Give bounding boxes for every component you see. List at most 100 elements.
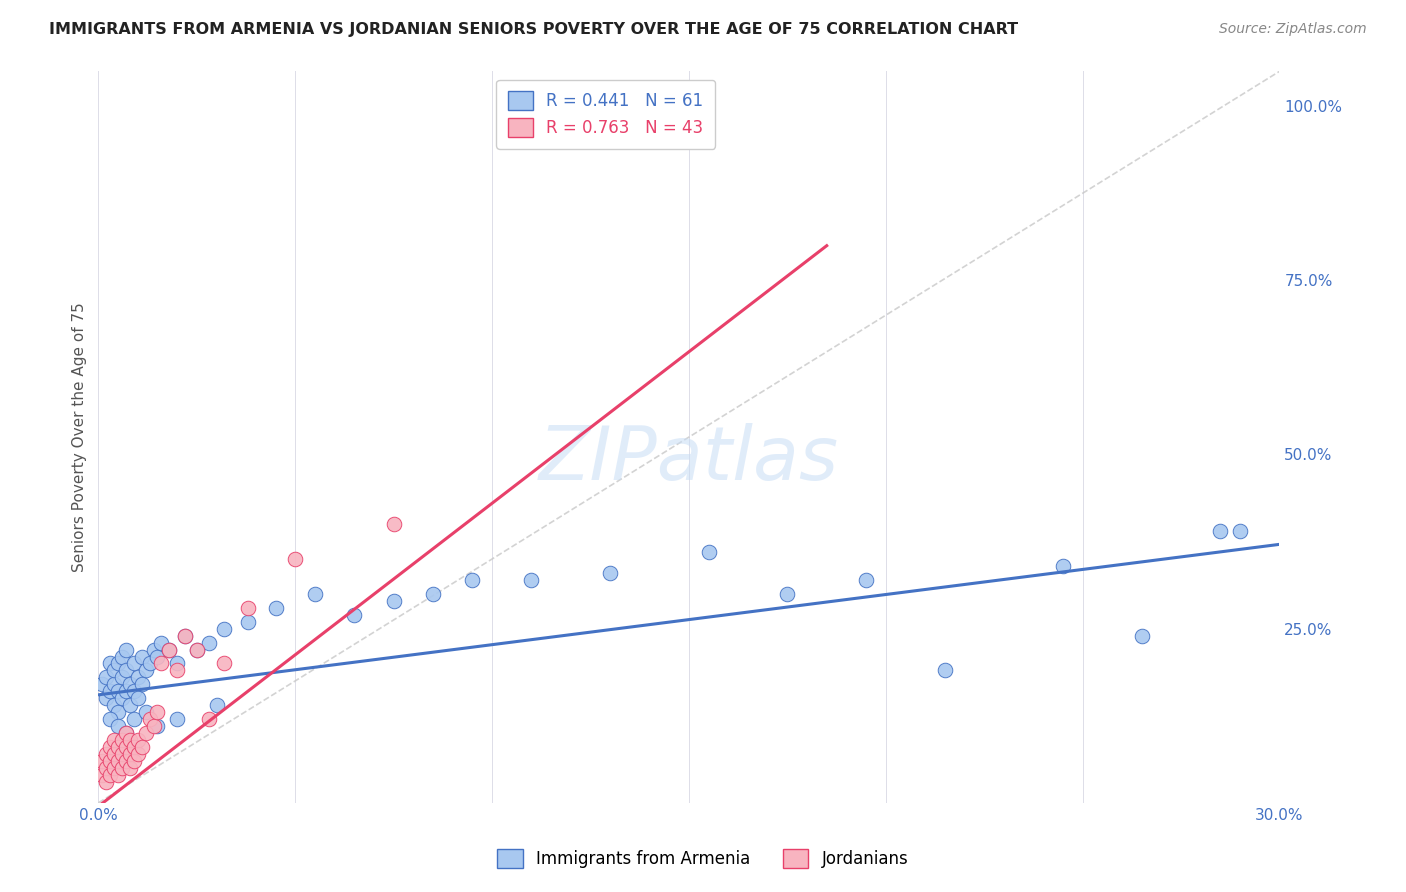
Point bbox=[146, 705, 169, 719]
Point bbox=[118, 677, 141, 691]
Point bbox=[118, 733, 141, 747]
Point bbox=[122, 754, 145, 768]
Point bbox=[122, 657, 145, 671]
Point bbox=[520, 573, 543, 587]
Point bbox=[142, 642, 165, 657]
Point bbox=[697, 545, 720, 559]
Point bbox=[150, 657, 173, 671]
Point bbox=[111, 733, 134, 747]
Point bbox=[98, 740, 121, 755]
Point bbox=[214, 657, 236, 671]
Point bbox=[118, 698, 141, 713]
Point bbox=[174, 629, 197, 643]
Point bbox=[107, 754, 129, 768]
Point bbox=[96, 747, 118, 761]
Point bbox=[98, 657, 121, 671]
Text: Source: ZipAtlas.com: Source: ZipAtlas.com bbox=[1219, 22, 1367, 37]
Point bbox=[107, 684, 129, 698]
Point bbox=[115, 664, 138, 678]
Point bbox=[599, 566, 621, 580]
Point bbox=[118, 761, 141, 775]
Point bbox=[205, 698, 228, 713]
Point bbox=[138, 657, 160, 671]
Point bbox=[107, 705, 129, 719]
Point bbox=[236, 600, 259, 615]
Point bbox=[1130, 629, 1153, 643]
Point bbox=[304, 587, 326, 601]
Point bbox=[776, 587, 799, 601]
Point bbox=[118, 747, 141, 761]
Point bbox=[91, 754, 114, 768]
Point bbox=[111, 747, 134, 761]
Legend: Immigrants from Armenia, Jordanians: Immigrants from Armenia, Jordanians bbox=[491, 843, 915, 875]
Point bbox=[103, 761, 125, 775]
Point bbox=[166, 664, 188, 678]
Point bbox=[96, 691, 118, 706]
Point bbox=[115, 726, 138, 740]
Point bbox=[1209, 524, 1232, 538]
Y-axis label: Seniors Poverty Over the Age of 75: Seniors Poverty Over the Age of 75 bbox=[72, 302, 87, 572]
Point bbox=[135, 705, 157, 719]
Point bbox=[236, 615, 259, 629]
Point bbox=[98, 754, 121, 768]
Point bbox=[107, 768, 129, 782]
Point bbox=[343, 607, 366, 622]
Point bbox=[131, 677, 153, 691]
Point bbox=[186, 642, 208, 657]
Point bbox=[461, 573, 484, 587]
Point bbox=[111, 691, 134, 706]
Point bbox=[103, 677, 125, 691]
Point bbox=[107, 657, 129, 671]
Point bbox=[127, 733, 149, 747]
Point bbox=[96, 670, 118, 684]
Point bbox=[382, 517, 405, 532]
Point bbox=[166, 657, 188, 671]
Point bbox=[96, 775, 118, 789]
Point bbox=[284, 552, 307, 566]
Point bbox=[103, 733, 125, 747]
Legend: R = 0.441   N = 61, R = 0.763   N = 43: R = 0.441 N = 61, R = 0.763 N = 43 bbox=[496, 79, 716, 149]
Point bbox=[107, 740, 129, 755]
Point bbox=[98, 768, 121, 782]
Point bbox=[174, 629, 197, 643]
Point bbox=[122, 740, 145, 755]
Point bbox=[422, 587, 444, 601]
Point bbox=[107, 719, 129, 733]
Point bbox=[131, 740, 153, 755]
Point bbox=[115, 740, 138, 755]
Point bbox=[115, 726, 138, 740]
Point bbox=[131, 649, 153, 664]
Point bbox=[103, 698, 125, 713]
Text: ZIPatlas: ZIPatlas bbox=[538, 423, 839, 495]
Point bbox=[1052, 558, 1074, 573]
Point bbox=[115, 684, 138, 698]
Point bbox=[96, 761, 118, 775]
Point bbox=[157, 642, 180, 657]
Point bbox=[1229, 524, 1251, 538]
Point bbox=[214, 622, 236, 636]
Point bbox=[127, 691, 149, 706]
Point bbox=[197, 712, 219, 726]
Point bbox=[127, 670, 149, 684]
Point bbox=[111, 649, 134, 664]
Point bbox=[382, 594, 405, 608]
Point bbox=[186, 642, 208, 657]
Point bbox=[142, 719, 165, 733]
Point bbox=[122, 684, 145, 698]
Point bbox=[111, 670, 134, 684]
Point bbox=[264, 600, 287, 615]
Point bbox=[127, 747, 149, 761]
Point bbox=[91, 677, 114, 691]
Point bbox=[135, 664, 157, 678]
Point bbox=[138, 712, 160, 726]
Point bbox=[146, 719, 169, 733]
Point bbox=[150, 635, 173, 649]
Point bbox=[855, 573, 877, 587]
Point bbox=[934, 664, 956, 678]
Point bbox=[91, 768, 114, 782]
Point bbox=[115, 642, 138, 657]
Point bbox=[122, 712, 145, 726]
Point bbox=[560, 99, 582, 113]
Point bbox=[103, 664, 125, 678]
Point bbox=[135, 726, 157, 740]
